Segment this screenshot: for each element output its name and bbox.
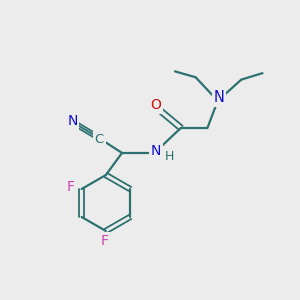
Text: H: H [165, 150, 174, 163]
Text: F: F [66, 180, 74, 194]
Text: C: C [95, 133, 104, 146]
Text: F: F [100, 234, 108, 248]
Text: N: N [151, 144, 161, 158]
Text: N: N [214, 90, 224, 105]
Text: N: N [68, 114, 78, 128]
Text: O: O [151, 98, 162, 112]
